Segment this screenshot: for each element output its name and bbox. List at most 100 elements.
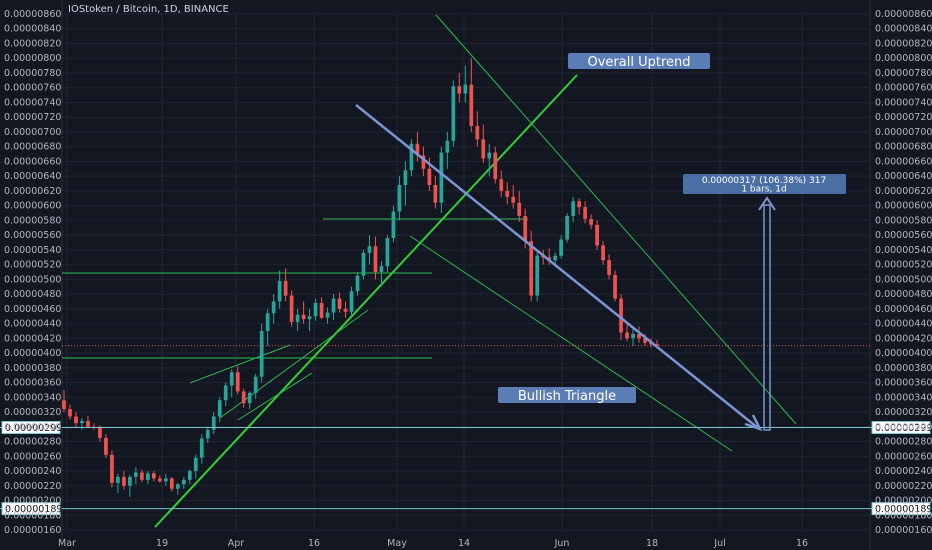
candle-body [559,239,564,256]
y-tick-label: 0.00000560 [875,230,932,241]
candle-body [577,201,581,208]
y-axis-right: 0.00000860 0.00000840 0.00000820 0.00000800… [875,9,932,536]
candle-body [475,126,480,140]
y-tick-label: 0.00000820 [4,38,61,49]
y-tick-label: 0.00000760 [875,83,932,94]
candle-body [259,330,264,377]
candle-body [74,416,78,424]
candle-body [193,457,198,472]
y-tick-label: 0.00000540 [875,245,932,256]
y-tick-label: 0.00000680 [875,142,932,153]
candle-body [175,484,180,489]
candle-body [499,179,504,191]
y-tick-label: 0.00000340 [875,392,932,403]
y-tick-label: 0.00000840 [4,24,61,35]
candle-body [595,224,599,246]
candle-body [643,338,647,343]
price-tag-left [1,502,61,516]
price-tag-right [871,421,931,435]
candle-body [217,400,222,417]
candle-body [535,255,540,296]
candle-body [625,332,629,339]
y-axis-left: 0.00000860 0.00000840 0.00000820 0.00000800… [4,9,61,536]
minor-support-3 [237,372,313,421]
candle-body [601,245,605,261]
y-tick-label: 0.00000340 [4,392,61,403]
y-tick-label: 0.00000380 [4,363,61,374]
y-tick-label: 0.00000600 [4,201,61,212]
y-tick-label: 0.00000720 [875,112,932,123]
candle-body [463,84,468,94]
y-tick-label: 0.00000500 [4,274,61,285]
price-tag-right [871,502,931,516]
projection-arrow-head [744,414,763,432]
candle-body [385,238,390,267]
y-tick-label: 0.00000420 [875,333,932,344]
measure-label-line1: 0.00000317 (106.38%) 317 [702,176,826,186]
y-tick-label: 0.00000320 [875,407,932,418]
y-tick-label: 0.00000640 [875,171,932,182]
y-tick-label: 0.00000300 [875,422,932,433]
candle-body [247,392,252,404]
candle-body [157,478,162,482]
candle-body [151,473,156,479]
candle-body [613,274,617,299]
candle-body [295,314,300,323]
candle-body [379,266,384,272]
candle-body [415,143,420,156]
candle-body [481,139,486,159]
measure-arrow-head [758,196,776,211]
candle-body [517,202,522,216]
measure-bar [763,204,771,431]
x-tick-label: 16 [796,538,808,549]
price-tag-left [1,421,61,435]
overall-uptrend-label-box [568,53,710,69]
y-tick-label: 0.00000840 [875,24,932,35]
candle-body [265,313,270,331]
overall-uptrend-line [154,74,578,528]
candle-body [427,168,432,186]
candle-body [331,298,336,313]
annotation-layer: 0.00000299 0.00000299 0.00000189 0.00000189… [0,53,932,516]
y-tick-label: 0.00000440 [875,319,932,330]
candle-body [253,376,258,393]
y-tick-label: 0.00000520 [875,260,932,271]
bullish-triangle-label-box [498,387,636,403]
candle-body [181,479,186,485]
measure-label-box [683,174,846,194]
y-tick-label: 0.00000740 [875,97,932,108]
candle-body [529,241,534,296]
candle-body [487,152,492,159]
candle-body [110,454,114,483]
candle-body [199,438,204,458]
x-tick-label: 18 [646,538,658,549]
candle-body [277,280,282,302]
y-tick-label: 0.00000860 [875,9,932,20]
candle-body [391,211,396,239]
candle-body [325,312,330,318]
candle-body [122,476,126,486]
x-tick-label: Jul [713,538,725,549]
x-tick-label: Apr [228,538,245,549]
candle-body [235,372,240,392]
y-tick-label: 0.00000400 [4,348,61,359]
candle-body [655,344,659,346]
candle-body [116,476,120,483]
y-tick-label: 0.00000580 [4,215,61,226]
candle-body [451,86,456,141]
candle-body [409,143,414,171]
y-tick-label: 0.00000220 [875,481,932,492]
candle-body [367,246,372,253]
y-tick-label: 0.00000480 [875,289,932,300]
y-tick-label: 0.00000760 [4,83,61,94]
candle-body [445,140,450,153]
y-tick-label: 0.00000580 [875,215,932,226]
triangle-lower-line [409,235,733,452]
candle-body [343,308,348,312]
candle-body [433,185,438,203]
candle-body [583,207,587,219]
y-tick-label: 0.00000600 [875,201,932,212]
minor-support-1 [189,344,291,384]
candle-body [403,170,408,186]
